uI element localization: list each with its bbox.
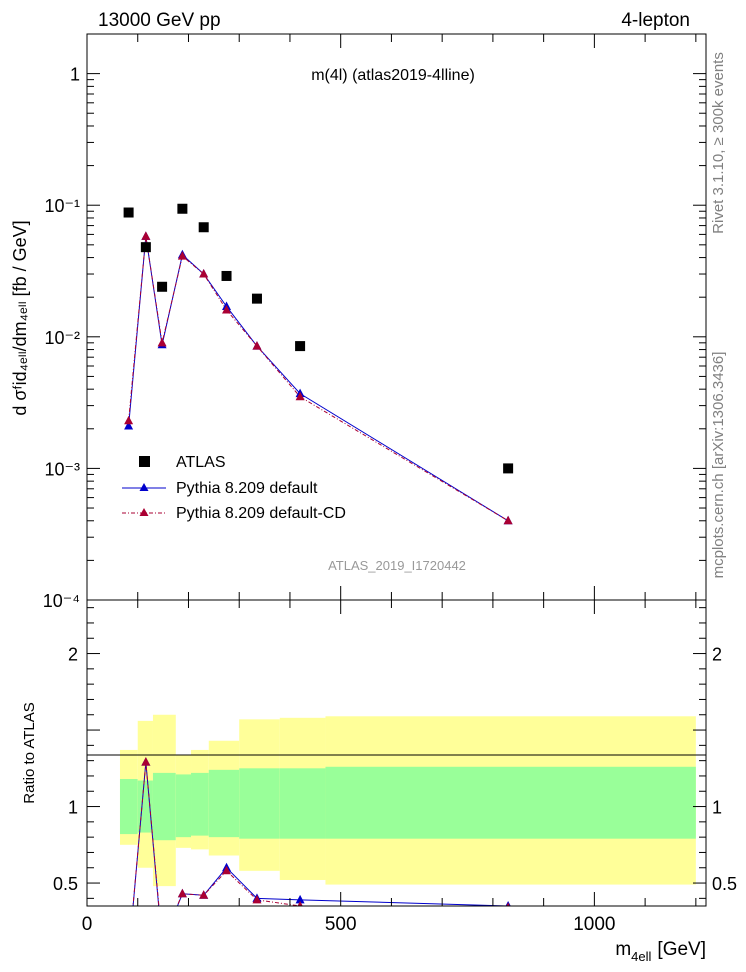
x-tick-label: 1000 [573, 914, 615, 935]
ratio-band-inner [208, 769, 240, 838]
atlas-data-point [157, 281, 168, 292]
main-series [123, 203, 514, 525]
ratio-band-inner [152, 772, 176, 841]
ratio-y-tick-label-right: 0.5 [712, 874, 737, 894]
atlas-data-point [295, 341, 306, 352]
pythia-cd-line [128, 236, 509, 522]
ratio-pythia-cd-point [252, 894, 262, 904]
main-y-tick-label: 1 [70, 65, 80, 85]
x-tick-label: 0 [82, 914, 93, 935]
ratio-pythia-cd-point [506, 902, 510, 906]
pythia-cd-point [503, 515, 513, 525]
x-tick-label: 500 [325, 914, 357, 935]
main-y-tick-labels: 10⁻⁴ 10⁻³ 10⁻² 10⁻¹ 1 [43, 65, 80, 611]
ratio-series [124, 757, 511, 960]
legend-label-pythia-default: Pythia 8.209 default [176, 480, 318, 497]
ratio-y-tick-labels: 0.5 0.5 1 1 2 2 [53, 645, 737, 895]
atlas-data-point [251, 293, 262, 304]
ratio-y-tick-label-right: 1 [712, 798, 722, 818]
analysis-id: ATLAS_2019_I1720442 [328, 558, 466, 573]
pythia-cd-point [295, 391, 305, 401]
main-y-axis-label: d σᶠid₄ₑₗₗ/dm₄ₑₗₗ [fb / GeV] [10, 220, 30, 415]
ratio-y-tick-label-right: 2 [712, 645, 722, 665]
atlas-data-point [123, 207, 134, 218]
atlas-data-point [177, 203, 188, 214]
atlas-data-point [140, 242, 151, 253]
ratio-pythia-cd-point [297, 901, 303, 906]
ratio-pythia-cd-point [158, 936, 167, 945]
x-tick-labels: 0 500 1000 [82, 914, 616, 935]
ratio-band-inner [119, 779, 138, 835]
ratio-y-tick-label-left: 0.5 [53, 874, 78, 894]
ratio-pythia-cd-point [199, 890, 209, 899]
pythia-default-line [128, 236, 509, 522]
atlas-data-point [198, 222, 209, 233]
header-left-label: 13000 GeV pp [98, 10, 221, 31]
legend-marker-pythia-cd [139, 508, 149, 516]
legend-label-atlas: ATLAS [176, 454, 226, 471]
ratio-pythia-cd-point [222, 865, 232, 875]
atlas-data-point [221, 270, 232, 281]
ratio-band-inner [239, 768, 280, 839]
pythia-cd-point [141, 231, 151, 240]
ratio-y-axis-label: Ratio to ATLAS [21, 702, 38, 803]
x-axis-label-subscript: 4ell [631, 949, 651, 964]
ratio-y-tick-label-left: 1 [68, 798, 78, 818]
ratio-pythia-default-point [124, 951, 133, 960]
atlas-data-point [503, 463, 514, 474]
rivet-label: Rivet 3.1.10, ≥ 300k events [710, 52, 727, 234]
pythia-cd-point [124, 415, 134, 425]
x-axis-label-unit: [GeV] [657, 939, 706, 960]
main-y-tick-label: 10⁻³ [44, 459, 80, 479]
legend-marker-atlas [139, 456, 150, 467]
main-y-tick-label: 10⁻¹ [44, 196, 80, 216]
header-right-label: 4-lepton [621, 10, 690, 31]
main-y-tick-label: 10⁻⁴ [43, 591, 80, 611]
ratio-pythia-default-point [158, 939, 167, 948]
plot-title: m(4l) (atlas2019-4lline) [311, 67, 475, 84]
ratio-band-inner [175, 774, 192, 838]
pythia-default-point [124, 421, 134, 430]
main-panel: m(4l) (atlas2019-4lline) ATLAS_2019_I172… [10, 33, 707, 611]
legend-marker-pythia-default [139, 483, 149, 491]
ratio-bands [119, 714, 696, 887]
pythia-cd-point [177, 251, 187, 260]
ratio-band-inner [325, 766, 696, 839]
main-y-tick-label: 10⁻² [44, 328, 80, 348]
pythia-cd-point [157, 337, 167, 347]
ratio-pythia-cd-point [177, 888, 187, 898]
ratio-band-inner [191, 772, 209, 836]
x-axis-label: m4ell [GeV] [615, 939, 706, 964]
legend: ATLAS Pythia 8.209 default Pythia 8.209 … [122, 454, 346, 522]
ratio-band-inner [279, 768, 326, 839]
legend-label-pythia-cd: Pythia 8.209 default-CD [176, 505, 346, 522]
ratio-series-group [124, 757, 511, 960]
ratio-pythia-cd-point [141, 757, 151, 766]
pythia-cd-point [199, 269, 209, 278]
ratio-pythia-default-point [295, 894, 305, 904]
mcplots-label: mcplots.cern.ch [arXiv:1306.3436] [710, 352, 727, 579]
ratio-panel: 0.5 0.5 1 1 2 2 Ratio to ATLAS [21, 599, 737, 960]
pythia-cd-point [252, 341, 262, 350]
ratio-y-tick-label-left: 2 [68, 645, 78, 665]
pythia-cd-point [222, 304, 232, 314]
ratio-pythia-cd-point [124, 950, 133, 959]
ratio-pythia-cd-line [132, 762, 369, 906]
x-axis-label-symbol: m [615, 939, 631, 960]
ratio-frame [86, 599, 707, 907]
